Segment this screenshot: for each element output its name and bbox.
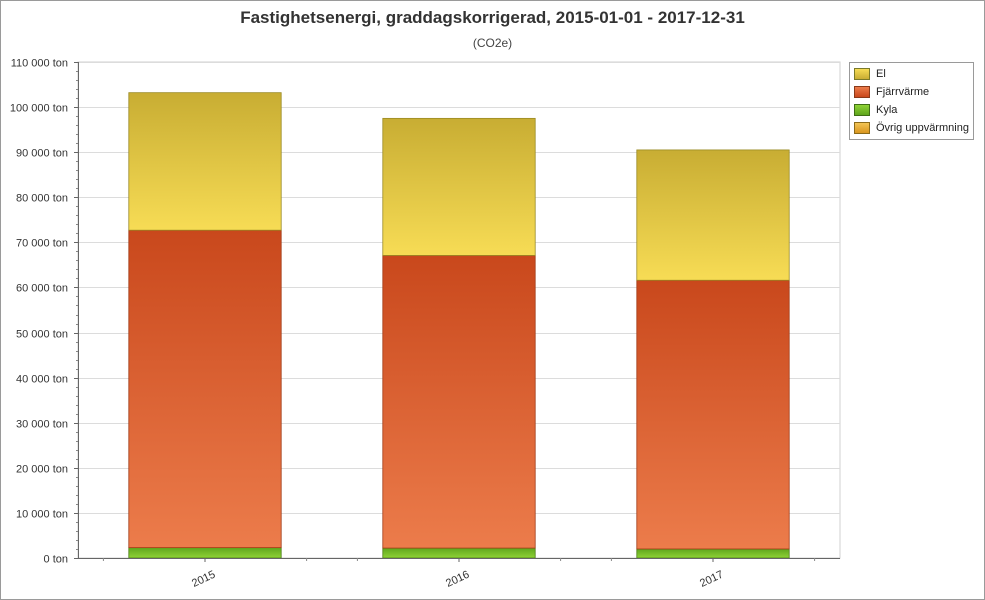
bar-kyla-2015[interactable] bbox=[128, 547, 282, 559]
legend-label-el: El bbox=[876, 68, 886, 80]
y-tick-label: 0 ton bbox=[44, 554, 68, 566]
x-tick-label: 2017 bbox=[698, 569, 725, 590]
y-tick-label: 100 000 ton bbox=[10, 103, 68, 115]
legend-swatch-fjarrvarme bbox=[854, 86, 870, 98]
legend-swatch-kyla bbox=[854, 104, 870, 116]
chart-subtitle: (CO2e) bbox=[472, 36, 513, 50]
bar-fjarrvarme-2015[interactable] bbox=[128, 229, 282, 549]
legend-item-el[interactable]: El bbox=[850, 65, 973, 83]
y-tick-label: 70 000 ton bbox=[16, 238, 68, 250]
legend-item-kyla[interactable]: Kyla bbox=[850, 101, 973, 119]
bar-kyla-2016[interactable] bbox=[382, 547, 536, 559]
legend-label-kyla: Kyla bbox=[876, 104, 898, 116]
bar-fjarrvarme-2017[interactable] bbox=[636, 279, 790, 550]
bar-el-2015[interactable] bbox=[128, 92, 282, 231]
y-tick-label: 10 000 ton bbox=[16, 509, 68, 521]
legend-swatch-el bbox=[854, 68, 870, 80]
legend: El Fjärrvärme Kyla Övrig uppvärmning bbox=[849, 62, 974, 140]
x-tick-label: 2016 bbox=[444, 569, 471, 590]
bar-kyla-2017[interactable] bbox=[636, 548, 790, 559]
y-tick-label: 20 000 ton bbox=[16, 464, 68, 476]
y-tick-label: 50 000 ton bbox=[16, 329, 68, 341]
bar-fjarrvarme-2016[interactable] bbox=[382, 255, 536, 549]
legend-item-ovrig-uppvarmning[interactable]: Övrig uppvärmning bbox=[850, 119, 973, 137]
x-tick-label: 2015 bbox=[190, 569, 217, 590]
y-tick-label: 90 000 ton bbox=[16, 148, 68, 160]
y-tick-label: 30 000 ton bbox=[16, 419, 68, 431]
bar-el-2016[interactable] bbox=[382, 117, 536, 256]
bars bbox=[128, 92, 790, 559]
y-tick-label: 40 000 ton bbox=[16, 374, 68, 386]
chart-title: Fastighetsenergi, graddagskorrigerad, 20… bbox=[240, 8, 745, 27]
y-tick-label: 80 000 ton bbox=[16, 193, 68, 205]
y-tick-label: 110 000 ton bbox=[11, 58, 68, 70]
bar-el-2017[interactable] bbox=[636, 149, 790, 281]
legend-item-fjarrvarme[interactable]: Fjärrvärme bbox=[850, 83, 973, 101]
y-tick-label: 60 000 ton bbox=[16, 283, 68, 295]
legend-label-fjarrvarme: Fjärrvärme bbox=[876, 86, 930, 98]
legend-label-ovrig-uppvarmning: Övrig uppvärmning bbox=[876, 122, 969, 134]
legend-swatch-ovrig-uppvarmning bbox=[854, 122, 870, 134]
